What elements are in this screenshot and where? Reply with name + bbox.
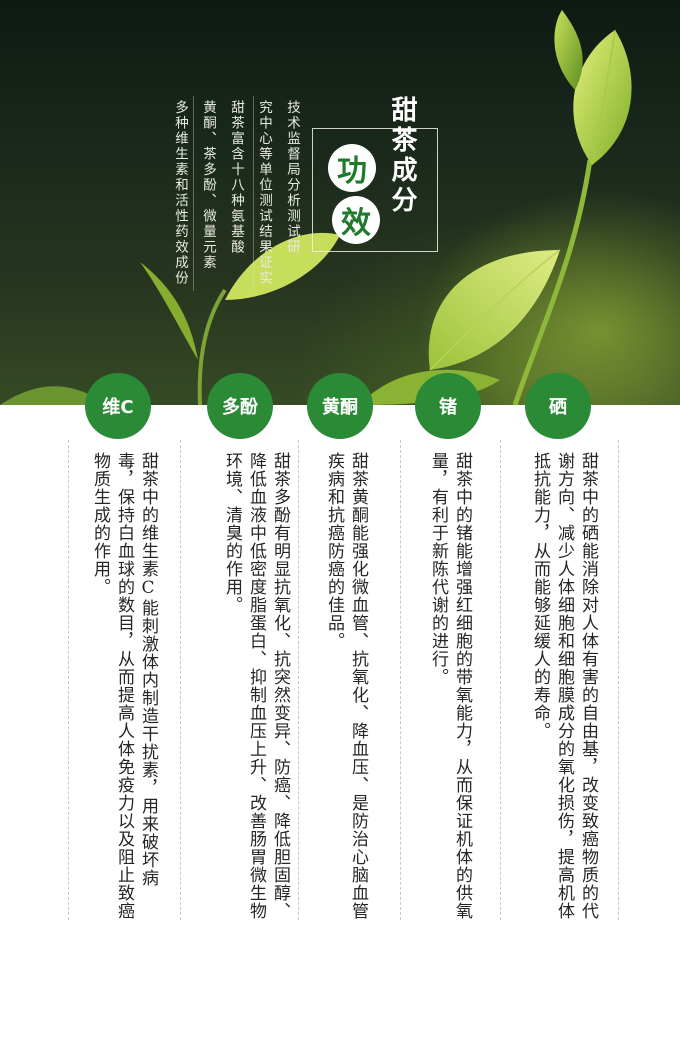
title-circle-2: 效 xyxy=(332,196,380,244)
badge-germanium: 锗 xyxy=(415,373,481,439)
description-polyphenol: 甜茶多酚有明显抗氧化、抗突然变异、防癌、降低胆固醇、降低血液中低密度脂蛋白、抑制… xyxy=(222,452,290,920)
badge-vitc: 维C xyxy=(85,373,151,439)
tea-leaves-illustration xyxy=(0,10,632,405)
badge-flavone: 黄酮 xyxy=(307,373,373,439)
hero-banner: 技术监督局分析测试研 究中心等单位测试结果证实 甜茶富含十八种氨基酸 黄酮、茶多… xyxy=(0,0,680,405)
description-vitc: 甜茶中的维生素C能刺激体内制造干扰素，用来破坏病毒，保持白血球的数目，从而提高人… xyxy=(90,452,158,920)
intro-line: 究中心等单位测试结果证实 xyxy=(256,100,272,286)
badge-selenium: 硒 xyxy=(525,373,591,439)
intro-line: 多种维生素和活性药效成份 xyxy=(172,100,188,286)
description-germanium: 甜茶中的锗能增强红细胞的带氧能力，从而保证机体的供氧量，有利于新陈代谢的进行。 xyxy=(428,452,472,920)
intro-divider xyxy=(253,96,254,292)
column-divider xyxy=(618,440,619,920)
intro-line: 甜茶富含十八种氨基酸 xyxy=(228,100,244,255)
column-divider xyxy=(68,440,69,920)
description-flavone: 甜茶黄酮能强化微血管、抗氧化、降血压、是防治心脑血管疾病和抗癌防癌的佳品。 xyxy=(324,452,368,920)
column-divider xyxy=(180,440,181,920)
intro-divider xyxy=(193,96,194,291)
description-selenium: 甜茶中的硒能消除对人体有害的自由基，改变致癌物质的代谢方向、减少人体细胞和细胞膜… xyxy=(530,452,598,920)
intro-line: 技术监督局分析测试研 xyxy=(284,100,300,255)
title-frame xyxy=(312,128,438,252)
column-divider xyxy=(500,440,501,920)
column-divider xyxy=(298,440,299,920)
page-title: 甜茶成分 xyxy=(387,96,417,216)
title-circle-1: 功 xyxy=(328,144,376,192)
badge-polyphenol: 多酚 xyxy=(207,373,273,439)
column-divider xyxy=(400,440,401,920)
intro-line: 黄酮、茶多酚、微量元素 xyxy=(200,100,216,271)
